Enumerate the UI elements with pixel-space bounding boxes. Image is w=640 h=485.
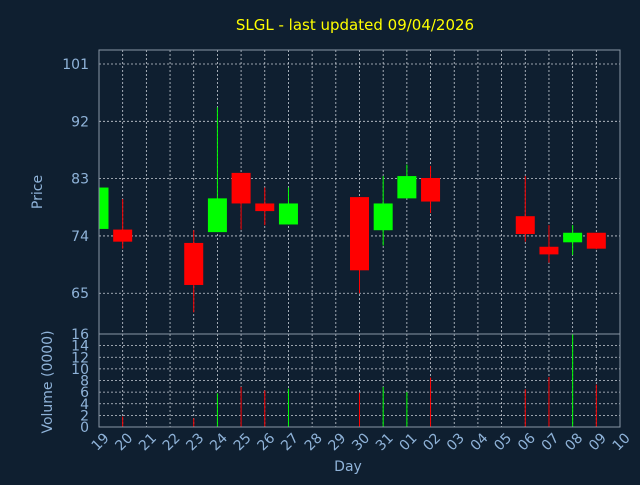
candle-body (515, 216, 535, 235)
chart-title: SLGL - last updated 09/04/2026 (236, 16, 474, 34)
x-tick-label: 10 (610, 430, 634, 454)
candle-body (207, 198, 227, 233)
x-tick-label: 19 (89, 430, 113, 454)
candle-body (113, 229, 133, 242)
x-tick-label: 08 (562, 430, 586, 454)
candle-30 (350, 197, 369, 294)
candle-27 (278, 187, 298, 225)
price-axis-label: Price (30, 175, 46, 209)
volume-y-tick-label: 12 (71, 350, 89, 366)
x-tick-label: 04 (468, 430, 492, 454)
candle-body (231, 172, 251, 204)
price-candles (98, 107, 606, 313)
volume-bars (122, 334, 597, 427)
volume-y-tick-label: 8 (80, 374, 89, 390)
price-y-tick-labels: 65 74 83 92 101 (62, 57, 89, 302)
candle-body (99, 187, 109, 229)
candle-body (255, 203, 275, 212)
volume-y-tick-label: 2 (80, 408, 89, 424)
volume-y-tick-label: 10 (71, 362, 89, 378)
volume-y-tick-label: 16 (71, 327, 89, 343)
x-tick-label: 23 (183, 430, 207, 454)
candle-06 (515, 176, 535, 242)
candle-23 (184, 230, 204, 313)
price-y-tick-label: 83 (71, 172, 89, 188)
x-tick-label: 22 (160, 430, 184, 454)
candle-01 (397, 164, 417, 199)
volume-y-tick-label: 6 (80, 385, 89, 401)
x-tick-label: 07 (539, 430, 563, 454)
candle-02 (421, 165, 441, 214)
volume-plot-frame (98, 333, 621, 428)
x-tick-label: 09 (586, 430, 610, 454)
x-tick-label: 31 (373, 430, 397, 454)
price-grid (99, 50, 620, 334)
candle-09 (586, 232, 606, 250)
candle-body (397, 176, 417, 199)
x-tick-label: 02 (420, 430, 444, 454)
candle-body (539, 246, 559, 255)
price-y-tick-label: 101 (62, 57, 89, 73)
candle-body (373, 203, 393, 231)
x-tick-label: 01 (397, 430, 421, 454)
candle-31 (373, 176, 393, 246)
x-tick-label: 29 (326, 430, 350, 454)
candle-body (350, 197, 369, 271)
x-tick-label: 06 (515, 430, 539, 454)
candle-body (586, 232, 606, 249)
candle-20 (113, 199, 133, 249)
price-y-tick-label: 74 (71, 229, 89, 245)
candle-body (184, 242, 204, 285)
candle-25 (231, 172, 251, 230)
x-tick-label: 24 (207, 430, 231, 454)
price-y-tick-label: 65 (71, 286, 89, 302)
x-tick-label: 25 (231, 430, 255, 454)
x-tick-label: 26 (254, 430, 278, 454)
x-tick-label: 30 (349, 430, 373, 454)
candle-body (421, 177, 441, 202)
candle-08 (563, 225, 583, 256)
candle-26 (255, 187, 275, 226)
volume-y-tick-label: 4 (80, 397, 89, 413)
candle-07 (539, 225, 559, 263)
x-tick-label: 28 (302, 430, 326, 454)
candle-body (278, 203, 298, 225)
volume-y-tick-label: 14 (71, 339, 89, 355)
x-tick-label: 20 (112, 430, 136, 454)
volume-axis-label: Volume (0000) (40, 330, 56, 433)
x-tick-label: 27 (278, 430, 302, 454)
candle-24 (207, 107, 227, 233)
x-tick-label: 03 (444, 430, 468, 454)
x-tick-label: 05 (491, 430, 515, 454)
price-y-tick-label: 92 (71, 114, 89, 130)
x-tick-labels: 19 20 21 22 23 24 25 26 27 28 29 30 31 01 02 03 04 05 06 07… (89, 430, 634, 454)
x-tick-label: 21 (136, 430, 160, 454)
volume-y-tick-label: 0 (80, 420, 89, 436)
candle-body (563, 232, 583, 243)
x-axis-label: Day (334, 459, 362, 475)
candle-19 (98, 187, 109, 229)
